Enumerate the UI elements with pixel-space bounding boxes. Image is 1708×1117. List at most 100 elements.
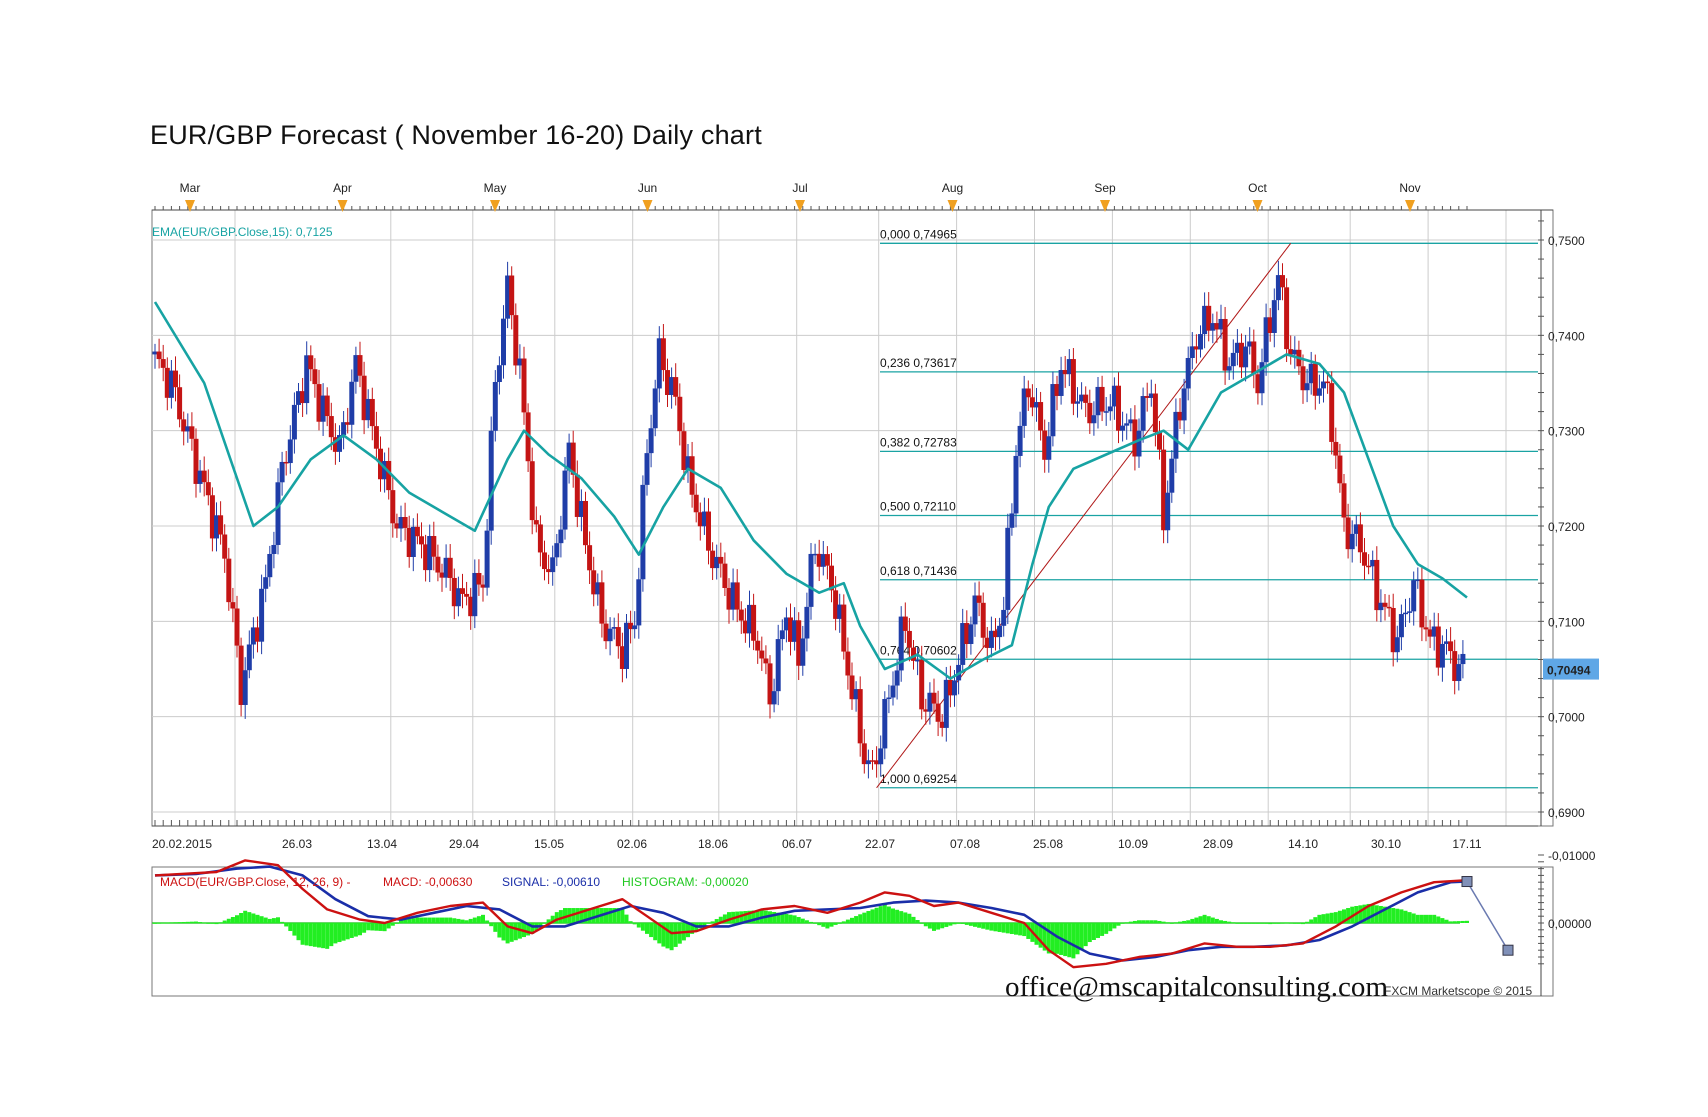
date-label-15: 17.11 <box>1452 837 1481 851</box>
candle-body <box>915 659 921 662</box>
histogram-bar <box>1243 923 1248 924</box>
candle-body <box>320 395 326 422</box>
candle-body <box>1038 402 1044 431</box>
candle-body <box>168 370 174 398</box>
candle-body <box>1349 533 1355 550</box>
histogram-bar <box>1325 913 1330 923</box>
candle-body <box>1140 396 1146 431</box>
candle-body <box>1075 401 1080 404</box>
candle-body <box>1050 384 1056 437</box>
last-price-label: 0,70494 <box>1547 664 1591 678</box>
candle-body <box>952 680 957 696</box>
histogram-bar <box>686 923 690 938</box>
price-tick-label-6: 0,6900 <box>1548 806 1585 820</box>
candle-body <box>222 534 228 559</box>
histogram-bar <box>923 923 928 927</box>
histogram-bar <box>558 910 563 923</box>
candle-body <box>599 582 605 624</box>
price-tick-label-5: 0,7000 <box>1548 711 1585 725</box>
candle-body <box>816 553 822 567</box>
price-tick-label-0: 0,7500 <box>1548 234 1585 248</box>
histogram-bar <box>1075 923 1080 955</box>
histogram-bar <box>1432 914 1437 923</box>
candle-body <box>1374 559 1380 611</box>
histogram-bar <box>1391 908 1396 923</box>
histogram-bar <box>1050 923 1055 954</box>
candle-body <box>283 461 289 464</box>
candle-body <box>1353 524 1359 534</box>
candle-body <box>829 565 834 591</box>
candle-body <box>177 387 183 420</box>
candle-body <box>1005 527 1011 610</box>
histogram-bar <box>460 919 465 923</box>
histogram-bar <box>1346 908 1351 923</box>
histogram-bar <box>845 919 850 923</box>
histogram-bar <box>718 916 723 923</box>
histogram-bar <box>1428 914 1433 923</box>
candle-body <box>833 590 839 619</box>
candle-body <box>976 595 982 603</box>
candle-body <box>583 500 588 546</box>
candle-body <box>701 511 707 527</box>
histogram-bar <box>604 908 608 923</box>
candle-body <box>755 640 761 651</box>
candle-body <box>706 511 711 551</box>
histogram-bar <box>235 915 239 923</box>
histogram-bar <box>862 912 867 923</box>
histogram-bar <box>444 917 449 923</box>
candle-body <box>1448 641 1454 652</box>
candle-body <box>496 365 502 382</box>
histogram-bar <box>173 922 178 924</box>
candle-body <box>759 650 765 659</box>
histogram-bar <box>1210 917 1215 923</box>
candle-body <box>775 639 781 692</box>
histogram-bar <box>198 922 203 923</box>
candle-body <box>1148 393 1154 398</box>
histogram-bar <box>1239 923 1244 924</box>
histogram-bar <box>427 917 432 923</box>
candle-body <box>726 587 732 610</box>
signal-projection-line <box>1466 881 1509 951</box>
histogram-bar <box>772 911 777 923</box>
date-label-1: 26.03 <box>282 837 312 851</box>
histogram-bar <box>1153 920 1158 923</box>
candle-body <box>1107 406 1113 412</box>
candle-body <box>689 456 695 495</box>
histogram-bar <box>542 923 547 924</box>
candle-body <box>1091 415 1097 424</box>
date-label-6: 18.06 <box>698 837 728 851</box>
histogram-bar <box>1120 923 1125 924</box>
date-label-8: 22.07 <box>865 837 895 851</box>
histogram-bar <box>452 918 457 923</box>
month-marker-2 <box>490 200 500 212</box>
histogram-bar <box>1260 923 1264 924</box>
candle-body <box>988 630 994 648</box>
histogram-bar <box>1399 909 1404 923</box>
histogram-bar <box>415 917 420 923</box>
histogram-bar <box>169 922 174 924</box>
histogram-bar <box>1157 920 1162 923</box>
candle-body <box>349 381 355 425</box>
histogram-bar <box>554 912 559 923</box>
histogram-bar <box>1276 923 1281 924</box>
candle-body <box>960 623 966 665</box>
histogram-bar <box>304 923 309 946</box>
histogram-bar <box>321 923 326 949</box>
histogram-bar <box>1448 921 1453 923</box>
candle-body <box>562 470 568 530</box>
histogram-bar <box>509 923 514 942</box>
candle-body <box>267 553 273 578</box>
candle-body <box>1243 346 1249 368</box>
candle-body <box>164 367 170 398</box>
date-label-2: 13.04 <box>367 837 397 851</box>
histogram-bar <box>1042 923 1047 951</box>
candle-body <box>468 596 474 617</box>
candle-body <box>263 577 269 589</box>
candle-body <box>1316 388 1322 396</box>
histogram-bar <box>431 917 436 923</box>
candle-body <box>935 703 941 722</box>
histogram-bar <box>226 918 231 923</box>
candle-body <box>628 622 634 630</box>
candle-body <box>1439 643 1445 668</box>
histogram-bar <box>1079 923 1084 951</box>
